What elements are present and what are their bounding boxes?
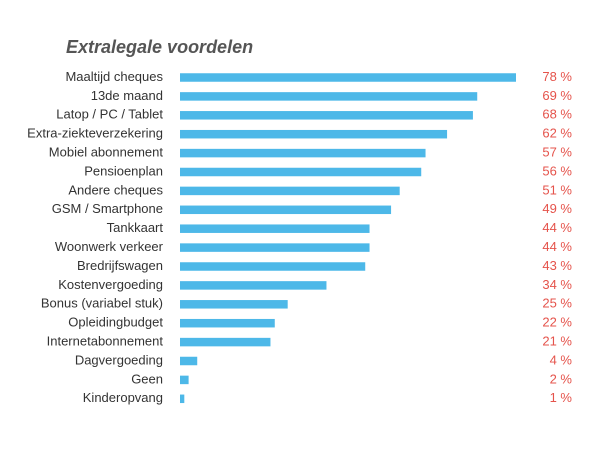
value-label: 25 %: [542, 296, 572, 311]
chart-title: Extralegale voordelen: [66, 37, 254, 57]
bar: [180, 73, 516, 82]
value-label: 51 %: [542, 182, 572, 197]
category-label: Kinderopvang: [83, 390, 163, 405]
category-label: Geen: [131, 371, 163, 386]
bar: [180, 129, 448, 139]
bar: [180, 394, 185, 404]
category-label: Latop / PC / Tablet: [56, 107, 163, 122]
value-label: 78 %: [542, 69, 572, 84]
bar: [180, 318, 275, 328]
value-label: 62 %: [542, 126, 572, 141]
bar: [180, 167, 422, 177]
bar: [180, 243, 370, 252]
value-label: 22 %: [542, 315, 572, 330]
category-label: Opleidingbudget: [68, 315, 163, 330]
category-label: Mobiel abonnement: [49, 145, 164, 160]
value-label: 44 %: [542, 239, 572, 254]
category-label: Andere cheques: [68, 182, 163, 197]
value-label: 1 %: [550, 390, 573, 405]
category-label: Pensioenplan: [84, 163, 163, 178]
value-label: 57 %: [542, 145, 572, 160]
category-label: Dagvergoeding: [75, 352, 163, 367]
bar: [180, 262, 366, 271]
bar: [180, 224, 370, 233]
value-label: 68 %: [542, 107, 572, 122]
category-label: 13de maand: [91, 88, 163, 103]
value-label: 4 %: [550, 352, 573, 367]
bar: [180, 356, 198, 366]
category-label: Bonus (variabel stuk): [41, 296, 163, 311]
value-label: 49 %: [542, 201, 572, 216]
value-label: 2 %: [550, 371, 573, 386]
bar: [180, 92, 478, 101]
value-label: 56 %: [542, 163, 572, 178]
category-label: Tankkaart: [107, 220, 164, 235]
category-label: Kostenvergoeding: [58, 277, 163, 292]
bar: [180, 337, 271, 347]
value-label: 34 %: [542, 277, 572, 292]
category-label: Maaltijd cheques: [65, 69, 163, 84]
bar: [180, 300, 288, 309]
bar: [180, 148, 426, 158]
category-label: Bredrijfswagen: [77, 258, 163, 273]
value-label: 44 %: [542, 220, 572, 235]
category-label: GSM / Smartphone: [52, 201, 163, 216]
bar: [180, 111, 473, 120]
value-label: 21 %: [542, 334, 572, 349]
category-label: Woonwerk verkeer: [55, 239, 164, 254]
bar: [180, 205, 392, 215]
category-label: Extra-ziekteverzekering: [27, 126, 163, 141]
bar: [180, 375, 189, 385]
value-label: 43 %: [542, 258, 572, 273]
value-label: 69 %: [542, 88, 572, 103]
category-label: Internetabonnement: [47, 334, 164, 349]
bar: [180, 186, 400, 196]
bar: [180, 281, 327, 290]
